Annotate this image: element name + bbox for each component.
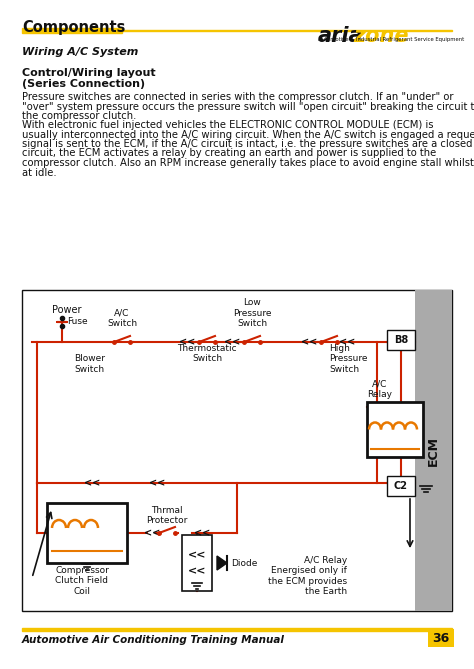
Bar (415, 290, 452, 611)
Text: With electronic fuel injected vehicles the ELECTRONIC CONTROL MODULE (ECM) is: With electronic fuel injected vehicles t… (22, 120, 434, 130)
Text: "over" system pressure occurs the pressure switch will "open circuit" breaking t: "over" system pressure occurs the pressu… (22, 102, 474, 112)
Text: usually interconnected into the A/C wiring circuit. When the A/C switch is engag: usually interconnected into the A/C wiri… (22, 130, 474, 140)
Text: at idle.: at idle. (22, 167, 56, 177)
Text: Thermostatic
Switch: Thermostatic Switch (177, 344, 237, 363)
Text: aria: aria (318, 26, 364, 46)
Text: <<: << (301, 337, 317, 347)
Text: Power: Power (52, 305, 82, 315)
Text: <<: << (188, 550, 206, 560)
Bar (122, 29, 452, 31)
Text: 36: 36 (432, 632, 450, 644)
Text: <<: << (194, 528, 210, 538)
Text: Thrmal
Protector: Thrmal Protector (146, 506, 188, 525)
Text: <<: << (84, 478, 100, 488)
Text: Automotive & Industrial Refrigerant Service Equipment: Automotive & Industrial Refrigerant Serv… (318, 37, 464, 42)
Text: Low
Pressure
Switch: Low Pressure Switch (233, 298, 271, 328)
Text: signal is sent to the ECM, if the A/C circuit is intact, i.e. the pressure switc: signal is sent to the ECM, if the A/C ci… (22, 139, 473, 149)
Text: Diode: Diode (231, 559, 257, 567)
Bar (47, 503, 127, 563)
Text: <<: << (144, 528, 160, 538)
Text: <<: << (339, 337, 355, 347)
Bar (428, 629, 454, 647)
Bar (387, 330, 415, 350)
Text: A/C Relay
Energised only if
the ECM provides
the Earth: A/C Relay Energised only if the ECM prov… (268, 556, 347, 596)
Text: compressor clutch. Also an RPM increase generally takes place to avoid engine st: compressor clutch. Also an RPM increase … (22, 158, 474, 168)
Text: (Series Connection): (Series Connection) (22, 79, 145, 89)
Bar (22, 290, 452, 611)
Text: Control/Wiring layout: Control/Wiring layout (22, 68, 155, 78)
Text: A/C
Switch: A/C Switch (107, 308, 137, 328)
Text: ECM: ECM (427, 436, 440, 466)
Text: <<: << (149, 478, 165, 488)
Text: Wiring A/C System: Wiring A/C System (22, 47, 138, 57)
Text: <<: << (188, 566, 206, 576)
Text: B8: B8 (394, 335, 408, 345)
Text: zone: zone (353, 26, 409, 46)
Bar (367, 402, 423, 457)
Text: A/C
Relay: A/C Relay (367, 379, 392, 399)
Text: Pressure switches are connected in series with the compressor clutch. If an "und: Pressure switches are connected in serie… (22, 92, 454, 102)
Text: C2: C2 (394, 481, 408, 491)
Text: Compressor
Clutch Field
Coil: Compressor Clutch Field Coil (55, 566, 109, 596)
Text: Automotive Air Conditioning Training Manual: Automotive Air Conditioning Training Man… (22, 635, 285, 645)
Bar (387, 476, 415, 496)
Text: circuit, the ECM activates a relay by creating an earth and power is supplied to: circuit, the ECM activates a relay by cr… (22, 149, 436, 159)
Bar (182, 535, 212, 591)
Text: the compressor clutch.: the compressor clutch. (22, 111, 137, 121)
Bar (22, 628, 452, 631)
Polygon shape (217, 556, 227, 570)
Text: <<: << (179, 337, 195, 347)
Bar (22, 28, 122, 33)
Text: Components: Components (22, 20, 126, 35)
Text: High
Pressure
Switch: High Pressure Switch (329, 344, 367, 374)
Text: Blower
Switch: Blower Switch (74, 355, 105, 374)
Text: Fuse: Fuse (67, 318, 88, 326)
Text: <<: << (224, 337, 240, 347)
